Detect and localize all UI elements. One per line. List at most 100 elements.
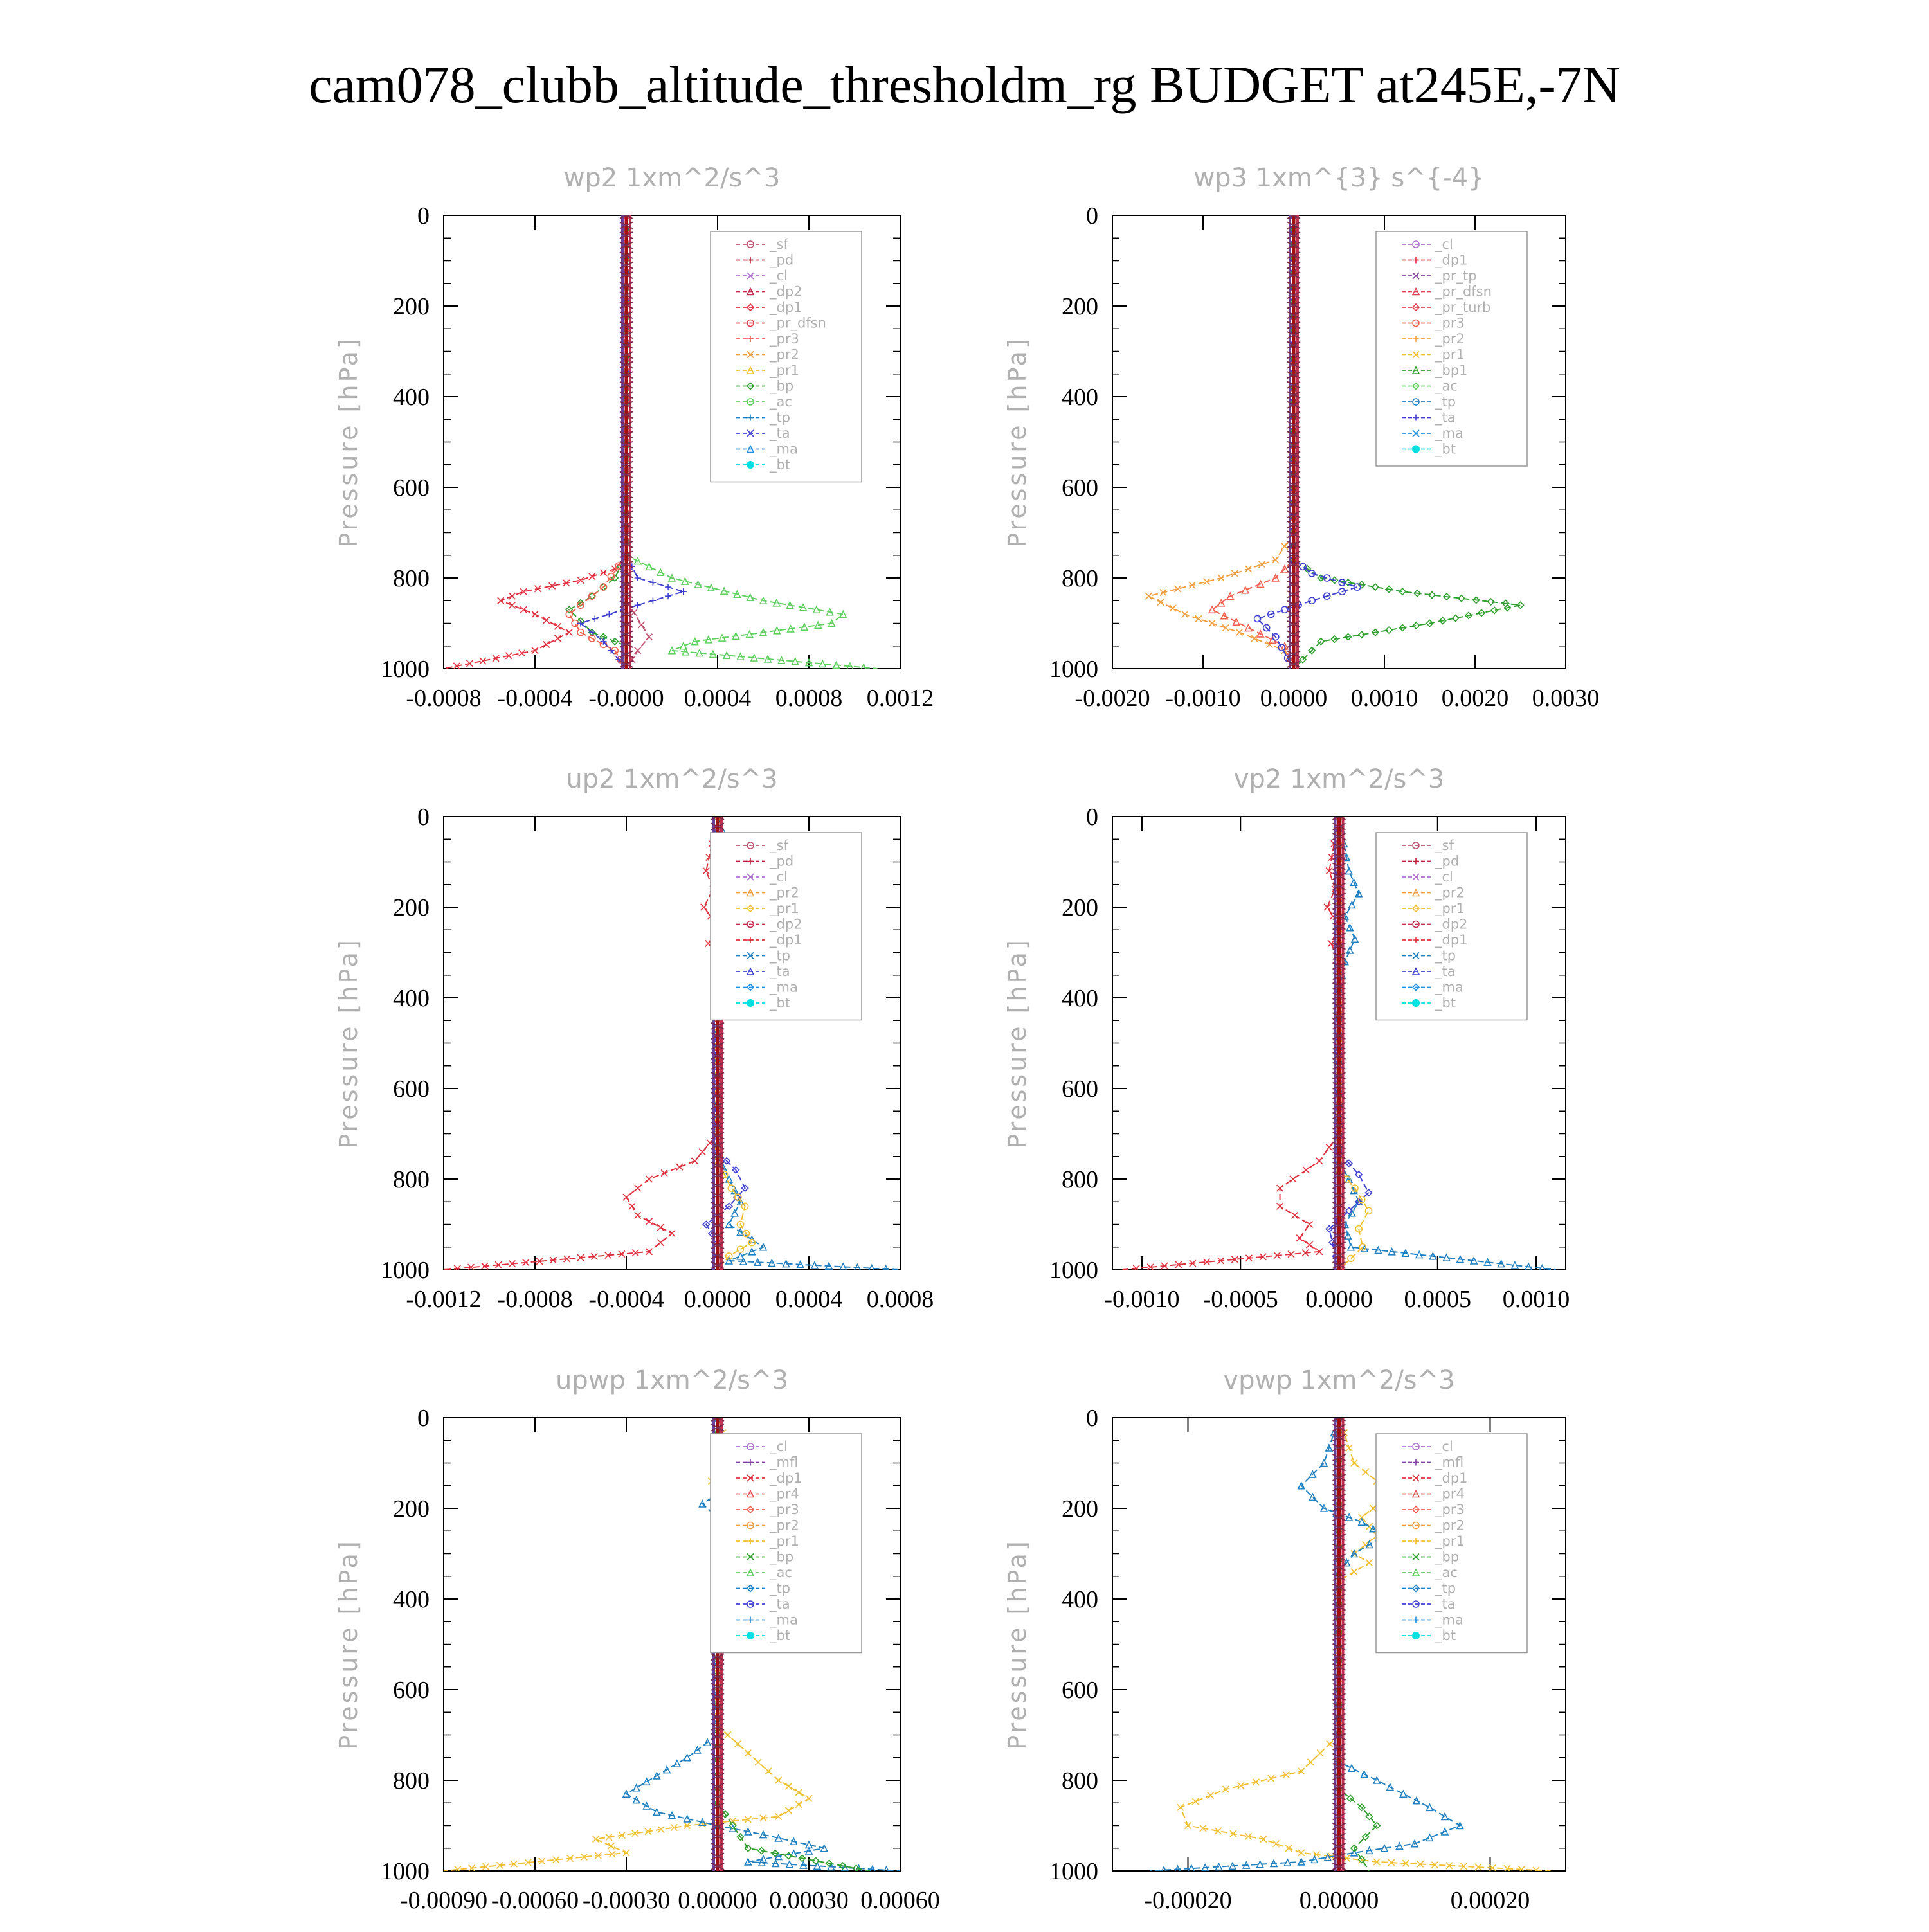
legend: _sf_pd_cl_dp2_dp1_pr_dfsn_pr3_pr2_pr1_bp… <box>710 231 862 483</box>
series-point_ac <box>679 641 688 650</box>
legend-entry: _tp <box>1435 394 1456 410</box>
x-tick-label: -0.0000 <box>588 685 664 712</box>
series-point_dp1 <box>577 1254 584 1261</box>
panel-title: wp3 1xm^{3} s^{-4} <box>1193 163 1484 193</box>
series-point_pr1 <box>592 1836 600 1843</box>
legend-entry: _dp1 <box>769 932 802 948</box>
series-point_pr1 <box>1177 1803 1184 1811</box>
zero-stack-marker <box>711 1052 725 1060</box>
series-point_bp1 <box>1399 588 1407 596</box>
legend-marker <box>746 287 755 296</box>
series-point_tp <box>1374 1245 1382 1254</box>
zero-stack-marker <box>619 660 633 668</box>
series-point_tp <box>1410 1839 1419 1848</box>
legend-marker <box>746 904 755 913</box>
legend-entry: _bt <box>769 1628 790 1644</box>
zero-stack-marker <box>711 1042 725 1050</box>
series-point_tp <box>1256 1859 1264 1868</box>
legend-marker <box>747 272 754 280</box>
series-point_dp1 <box>700 903 708 911</box>
series-point_bp <box>811 1857 820 1865</box>
series-point_dp1 <box>492 655 500 662</box>
zero-stack-marker <box>711 1702 725 1711</box>
series-point_tp <box>1319 1504 1328 1512</box>
series-point_pr1 <box>644 1827 652 1836</box>
zero-stack-marker <box>1332 1613 1346 1621</box>
series-point_pr1 <box>608 1850 616 1858</box>
zero-stack-marker <box>1287 620 1301 628</box>
zero-stack-marker <box>1332 1121 1346 1130</box>
series-point_dp1 <box>467 1263 475 1270</box>
series-point_tp <box>1309 1470 1317 1478</box>
legend-entry: _bt <box>1435 1628 1456 1644</box>
series-point_ta <box>702 1220 711 1229</box>
series-point_tp <box>698 1818 707 1827</box>
series-point_ta <box>1308 570 1316 577</box>
series-point_pr1 <box>1355 1225 1363 1233</box>
series-point_pr1 <box>1359 1243 1367 1251</box>
series-point_bp <box>729 1821 737 1830</box>
series-point_pr3 <box>1226 591 1235 600</box>
series-point_ac <box>763 655 772 663</box>
zero-stack-marker <box>711 1852 725 1861</box>
legend-entry: _sf <box>769 237 788 253</box>
series-point_tp <box>1525 1262 1532 1270</box>
y-tick-label: 1000 <box>381 656 430 683</box>
series-point_ta <box>592 615 599 622</box>
zero-stack-marker <box>1332 1052 1346 1060</box>
series-point_ac <box>799 603 808 611</box>
zero-stack-marker <box>1287 251 1301 259</box>
zero-stack-marker <box>711 822 725 831</box>
series-point_tp <box>1415 1250 1424 1259</box>
zero-stack-marker <box>619 510 633 519</box>
series-point_ac <box>777 656 786 664</box>
series-point_pr1 <box>1298 1849 1305 1857</box>
legend-entry: _tp <box>769 1581 790 1597</box>
zero-stack-marker <box>1332 1463 1346 1472</box>
zero-stack-marker <box>1332 1762 1346 1771</box>
series-point_bp1 <box>1298 655 1307 664</box>
series-point_pr1 <box>1350 1459 1358 1467</box>
series-point_tp <box>1345 866 1354 875</box>
series-point_dp1 <box>660 1169 668 1177</box>
series-point_tp <box>1228 1861 1237 1870</box>
zero-stack-marker <box>619 640 633 648</box>
series-point_pr1 <box>1307 1758 1315 1766</box>
x-tick-label: 0.0012 <box>867 685 934 712</box>
zero-stack-marker <box>619 301 633 309</box>
panel-up2: up2 1xm^2/s^3 0 200 400 600 800 1000-0.0012 -0.… <box>334 764 934 1313</box>
zero-stack-marker <box>1287 630 1301 638</box>
series-point_pr1 <box>775 1776 783 1784</box>
series-point_bp1 <box>1384 626 1393 635</box>
series-point_tp <box>703 1738 712 1747</box>
series-point_bp1 <box>1317 637 1325 646</box>
legend-marker <box>747 319 754 327</box>
zero-stack-marker <box>1332 882 1346 890</box>
series-point_tp <box>739 1257 748 1265</box>
legend-entry: _cl <box>1435 869 1453 885</box>
series-point_dp1 <box>588 573 596 581</box>
zero-stack-marker <box>619 381 633 389</box>
series-point_pr1 <box>1282 1771 1290 1779</box>
series-point_ta <box>1278 644 1285 651</box>
zero-stack-marker <box>1287 570 1301 579</box>
series-point_pr1 <box>684 1821 691 1830</box>
legend-marker <box>1412 319 1420 327</box>
zero-stack-marker <box>711 1832 725 1841</box>
zero-stack-marker <box>1332 1742 1346 1751</box>
series-point_dp1 <box>563 579 570 587</box>
zero-stack-marker <box>619 231 633 239</box>
legend-marker <box>1412 952 1420 960</box>
legend-entry: _pd <box>769 253 793 269</box>
y-tick-label: 400 <box>393 985 430 1012</box>
series-point_pr1 <box>754 1758 762 1766</box>
series-point_ta <box>634 575 641 581</box>
series-point_tp <box>1325 1443 1334 1452</box>
series-point_tp <box>774 1852 783 1861</box>
legend-marker <box>747 398 754 406</box>
legend-entry: _pr_tp <box>1435 268 1477 284</box>
series-point_bp <box>798 1854 806 1863</box>
series-point_tp <box>782 1259 790 1268</box>
series-line_pr3 <box>568 215 627 669</box>
zero-stack-marker <box>1332 1483 1346 1492</box>
